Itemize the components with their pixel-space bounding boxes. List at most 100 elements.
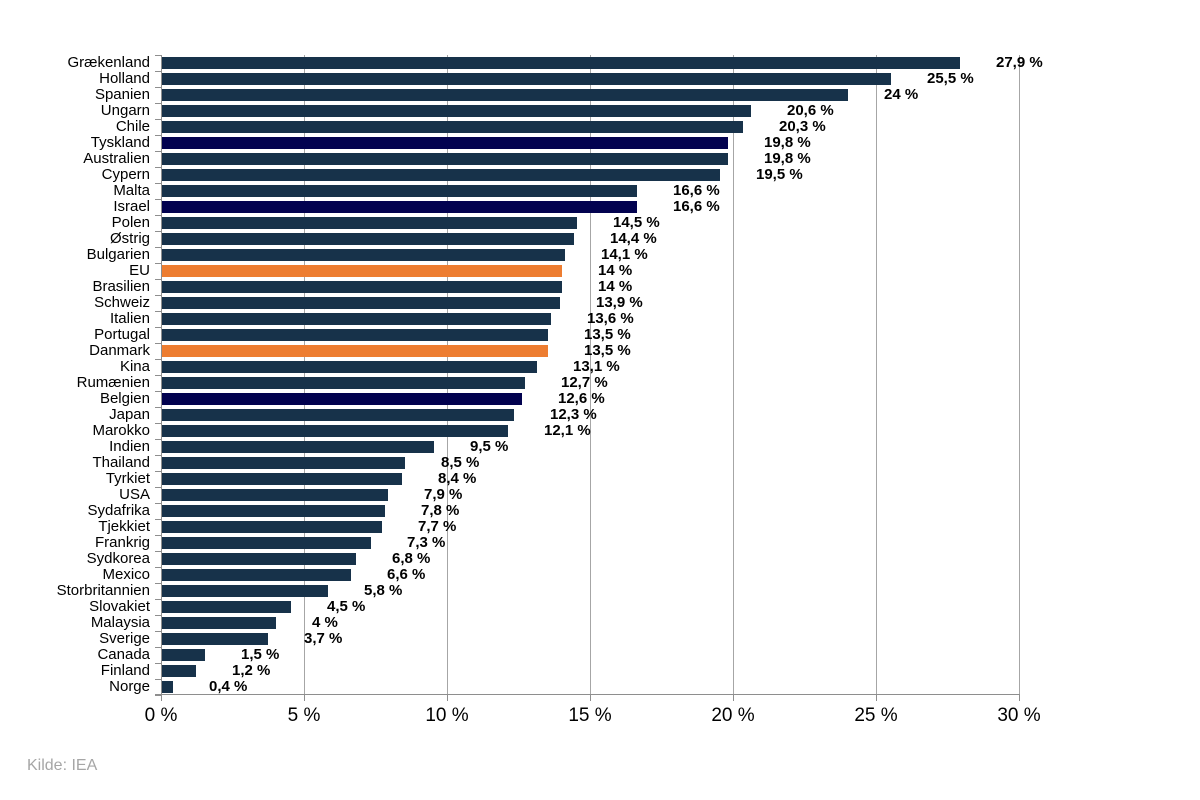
y-axis-tick [155, 135, 161, 136]
y-axis-tick [155, 519, 161, 520]
value-label: 0,4 % [209, 678, 248, 695]
category-label: Marokko [92, 422, 150, 439]
x-axis-tick-label: 20 % [711, 705, 755, 726]
y-axis-tick [155, 151, 161, 152]
y-axis-tick [155, 647, 161, 648]
value-label: 25,5 % [927, 70, 974, 87]
value-label: 13,6 % [587, 310, 634, 327]
category-label: Belgien [99, 390, 150, 407]
category-label: Danmark [89, 342, 150, 359]
y-axis-tick [155, 551, 161, 552]
y-axis-tick [155, 695, 161, 696]
value-label: 12,3 % [550, 406, 597, 423]
bar [162, 537, 371, 549]
gridline [304, 55, 305, 695]
value-label: 13,9 % [596, 294, 643, 311]
y-axis-tick [155, 503, 161, 504]
bar [162, 681, 173, 693]
y-axis-tick [155, 295, 161, 296]
bar [162, 313, 551, 325]
y-axis-tick [155, 279, 161, 280]
y-axis-tick [155, 455, 161, 456]
category-label: Mexico [102, 566, 150, 583]
x-axis-line [155, 694, 1020, 695]
value-label: 8,4 % [438, 470, 477, 487]
value-label: 12,7 % [561, 374, 608, 391]
value-label: 9,5 % [470, 438, 509, 455]
x-axis-tick-label: 10 % [425, 705, 469, 726]
value-label: 1,5 % [241, 646, 280, 663]
category-label: Norge [109, 678, 150, 695]
gridline [1019, 55, 1020, 695]
y-axis-tick [155, 119, 161, 120]
bar [162, 505, 385, 517]
value-label: 12,6 % [558, 390, 605, 407]
category-label: Polen [111, 214, 150, 231]
bar [162, 345, 548, 357]
bar [162, 185, 637, 197]
value-label: 12,1 % [544, 422, 591, 439]
category-label: Slovakiet [89, 598, 150, 615]
category-label: Brasilien [92, 278, 150, 295]
bar [162, 57, 960, 69]
x-axis-tick-label: 0 % [144, 705, 178, 726]
category-label: Tyrkiet [105, 470, 150, 487]
y-axis-tick [155, 183, 161, 184]
category-label: Tjekkiet [98, 518, 150, 535]
y-axis-tick [155, 55, 161, 56]
bar [162, 281, 562, 293]
value-label: 19,8 % [764, 134, 811, 151]
x-axis-tick [1019, 695, 1020, 701]
bar [162, 409, 514, 421]
value-label: 4 % [312, 614, 338, 631]
y-axis-tick [155, 407, 161, 408]
category-label: Grækenland [67, 54, 150, 71]
y-axis-tick [155, 375, 161, 376]
y-axis-tick [155, 567, 161, 568]
value-label: 20,6 % [787, 102, 834, 119]
y-axis-tick [155, 663, 161, 664]
value-label: 7,9 % [424, 486, 463, 503]
value-label: 14 % [598, 262, 633, 279]
y-axis-tick [155, 631, 161, 632]
gridline [733, 55, 734, 695]
bar [162, 553, 356, 565]
bar [162, 121, 743, 133]
bar [162, 601, 291, 613]
value-label: 13,5 % [584, 326, 631, 343]
category-label: Sydafrika [87, 502, 150, 519]
source-label: Kilde: IEA [27, 757, 98, 774]
value-label: 5,8 % [364, 582, 403, 599]
bar [162, 169, 720, 181]
value-label: 7,3 % [407, 534, 446, 551]
y-axis-tick [155, 535, 161, 536]
bar [162, 473, 402, 485]
bar [162, 297, 560, 309]
y-axis-tick [155, 391, 161, 392]
category-label: Finland [100, 662, 150, 679]
value-label: 14,4 % [610, 230, 657, 247]
y-axis-tick [155, 615, 161, 616]
bar [162, 425, 508, 437]
gridline [876, 55, 877, 695]
y-axis-tick [155, 679, 161, 680]
x-axis-tick-label: 30 % [997, 705, 1041, 726]
bar [162, 441, 434, 453]
category-label: Malta [113, 182, 150, 199]
bar [162, 361, 537, 373]
bar [162, 249, 565, 261]
y-axis-tick [155, 487, 161, 488]
value-label: 1,2 % [232, 662, 271, 679]
category-label: Tyskland [90, 134, 150, 151]
bar [162, 377, 525, 389]
category-label: Italien [109, 310, 150, 327]
category-label: Holland [99, 70, 150, 87]
x-axis-tick [876, 695, 877, 701]
value-label: 4,5 % [327, 598, 366, 615]
y-axis-tick [155, 311, 161, 312]
value-label: 27,9 % [996, 54, 1043, 71]
category-label: Rumænien [76, 374, 150, 391]
y-axis-tick [155, 423, 161, 424]
bar [162, 569, 351, 581]
y-axis-tick [155, 439, 161, 440]
